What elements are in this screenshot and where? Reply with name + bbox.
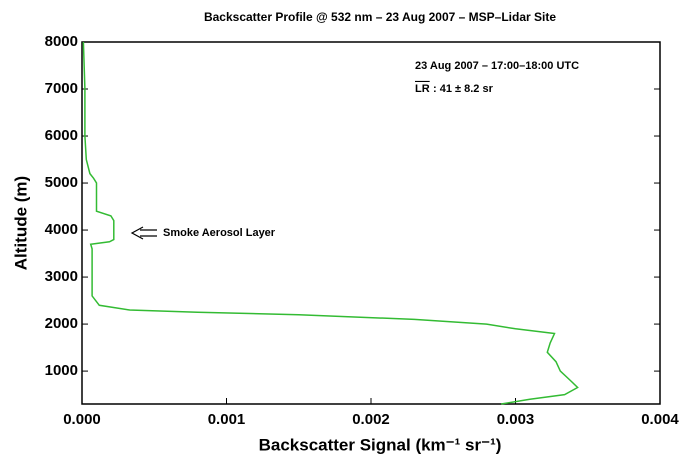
chart-title: Backscatter Profile @ 532 nm – 23 Aug 20…	[204, 10, 556, 24]
x-tick-label: 0.000	[63, 411, 101, 428]
y-tick-label: 6000	[45, 127, 78, 144]
y-tick-label: 4000	[45, 221, 78, 238]
x-tick-label: 0.003	[497, 411, 535, 428]
y-axis-label: Altitude (m)	[11, 176, 30, 270]
y-tick-label: 5000	[45, 174, 78, 191]
x-tick-label: 0.002	[352, 411, 390, 428]
x-tick-label: 0.001	[208, 411, 246, 428]
y-tick-label: 1000	[45, 362, 78, 379]
arrow	[130, 226, 157, 240]
plot-frame	[81, 41, 661, 405]
profile-line	[82, 41, 579, 405]
y-tick-label: 2000	[45, 315, 78, 332]
annotation: : 41 ± 8.2 sr	[433, 83, 494, 95]
annotation: Smoke Aerosol Layer	[163, 227, 276, 239]
annotation: 23 Aug 2007 – 17:00–18:00 UTC	[415, 60, 579, 72]
y-tick-label: 7000	[45, 80, 78, 97]
x-tick-label: 0.004	[641, 411, 679, 428]
x-axis-label: Backscatter Signal (km⁻¹ sr⁻¹)	[259, 435, 502, 454]
y-tick-label: 3000	[45, 268, 78, 285]
annotation: LR	[415, 83, 430, 95]
y-tick-label: 8000	[45, 33, 78, 50]
